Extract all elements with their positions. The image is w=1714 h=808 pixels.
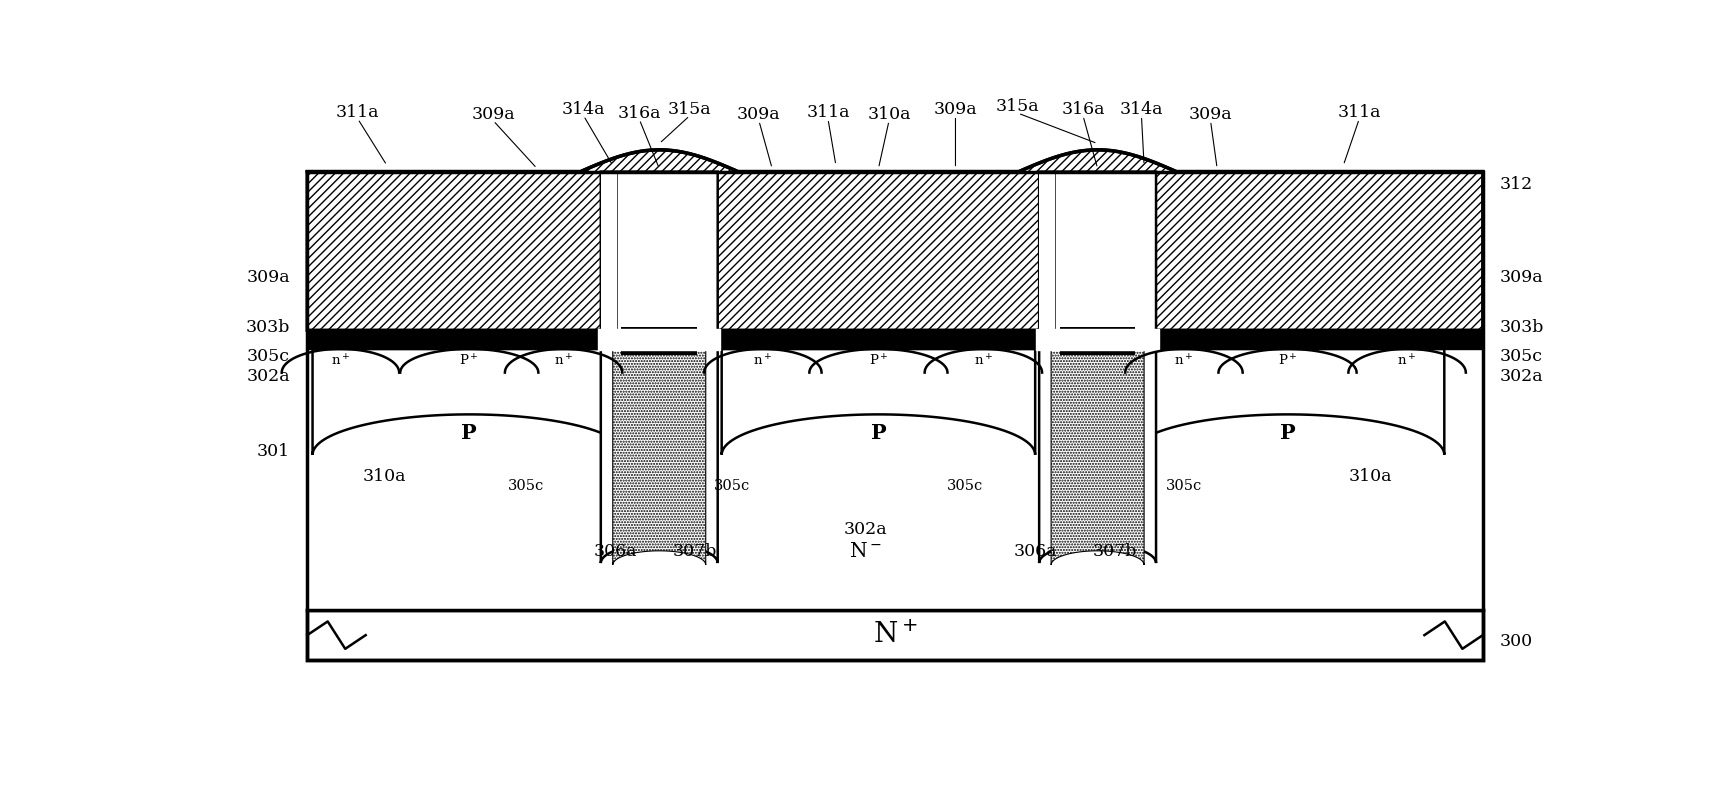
Text: P: P	[461, 423, 476, 443]
Bar	[1059, 326, 1135, 356]
Polygon shape	[1131, 349, 1445, 455]
Polygon shape	[614, 349, 706, 565]
Text: P: P	[871, 423, 886, 443]
Text: 301: 301	[257, 443, 290, 460]
Bar	[617, 171, 701, 330]
Text: 303b: 303b	[1500, 318, 1544, 335]
Text: 310a: 310a	[867, 106, 910, 123]
Text: 315a: 315a	[996, 99, 1040, 116]
Text: 302a: 302a	[1500, 368, 1544, 385]
Text: 303b: 303b	[245, 318, 290, 335]
Text: P$^+$: P$^+$	[1277, 353, 1297, 368]
Polygon shape	[1039, 171, 1155, 563]
Bar	[602, 171, 614, 330]
Text: 309a: 309a	[1190, 106, 1232, 123]
Polygon shape	[722, 349, 1035, 455]
Text: 307b: 307b	[1094, 543, 1136, 560]
Text: 312: 312	[1500, 175, 1534, 192]
Text: 309a: 309a	[471, 106, 514, 123]
Bar	[307, 171, 1483, 610]
Text: 305c: 305c	[509, 479, 545, 493]
Text: 302a: 302a	[247, 368, 290, 385]
Text: 302a: 302a	[843, 521, 886, 538]
Text: 311a: 311a	[806, 104, 850, 121]
Polygon shape	[1051, 349, 1145, 565]
Text: 316a: 316a	[1061, 101, 1106, 118]
Text: 300: 300	[1500, 633, 1534, 650]
Text: 306a: 306a	[1013, 543, 1058, 560]
Text: 310a: 310a	[363, 468, 406, 485]
Text: 315a: 315a	[668, 101, 711, 118]
Text: 305c: 305c	[247, 348, 290, 365]
Text: 311a: 311a	[1337, 104, 1381, 121]
Text: 309a: 309a	[1500, 269, 1544, 286]
Text: 316a: 316a	[617, 105, 662, 122]
Text: 305c: 305c	[1500, 348, 1543, 365]
Bar	[694, 171, 706, 330]
Text: 305c: 305c	[715, 479, 751, 493]
Bar	[622, 326, 698, 356]
Text: 309a: 309a	[247, 269, 290, 286]
Text: 314a: 314a	[562, 101, 605, 118]
Text: 309a: 309a	[737, 106, 780, 123]
Bar	[307, 610, 1483, 660]
Text: P$^+$: P$^+$	[869, 353, 888, 368]
Text: N$^+$: N$^+$	[872, 621, 917, 649]
Text: 307b: 307b	[674, 543, 716, 560]
Bar	[307, 171, 1483, 660]
Text: 310a: 310a	[1349, 468, 1392, 485]
Text: 309a: 309a	[934, 101, 977, 118]
Text: n$^+$: n$^+$	[554, 353, 572, 368]
Text: 314a: 314a	[1119, 101, 1164, 118]
Bar	[1133, 171, 1145, 330]
Polygon shape	[602, 171, 718, 563]
Text: n$^+$: n$^+$	[752, 353, 773, 368]
Text: P: P	[1280, 423, 1296, 443]
Text: n$^+$: n$^+$	[1397, 353, 1417, 368]
Text: n$^+$: n$^+$	[974, 353, 992, 368]
Polygon shape	[312, 349, 626, 455]
Text: N$^-$: N$^-$	[848, 541, 881, 561]
Bar	[1039, 171, 1051, 330]
Text: 311a: 311a	[336, 104, 379, 121]
Text: P$^+$: P$^+$	[459, 353, 480, 368]
Text: n$^+$: n$^+$	[331, 353, 350, 368]
Text: 306a: 306a	[593, 543, 638, 560]
Polygon shape	[307, 149, 1483, 330]
Bar	[1056, 171, 1140, 330]
Text: n$^+$: n$^+$	[1174, 353, 1193, 368]
Text: 305c: 305c	[946, 479, 982, 493]
Text: 305c: 305c	[1166, 479, 1202, 493]
